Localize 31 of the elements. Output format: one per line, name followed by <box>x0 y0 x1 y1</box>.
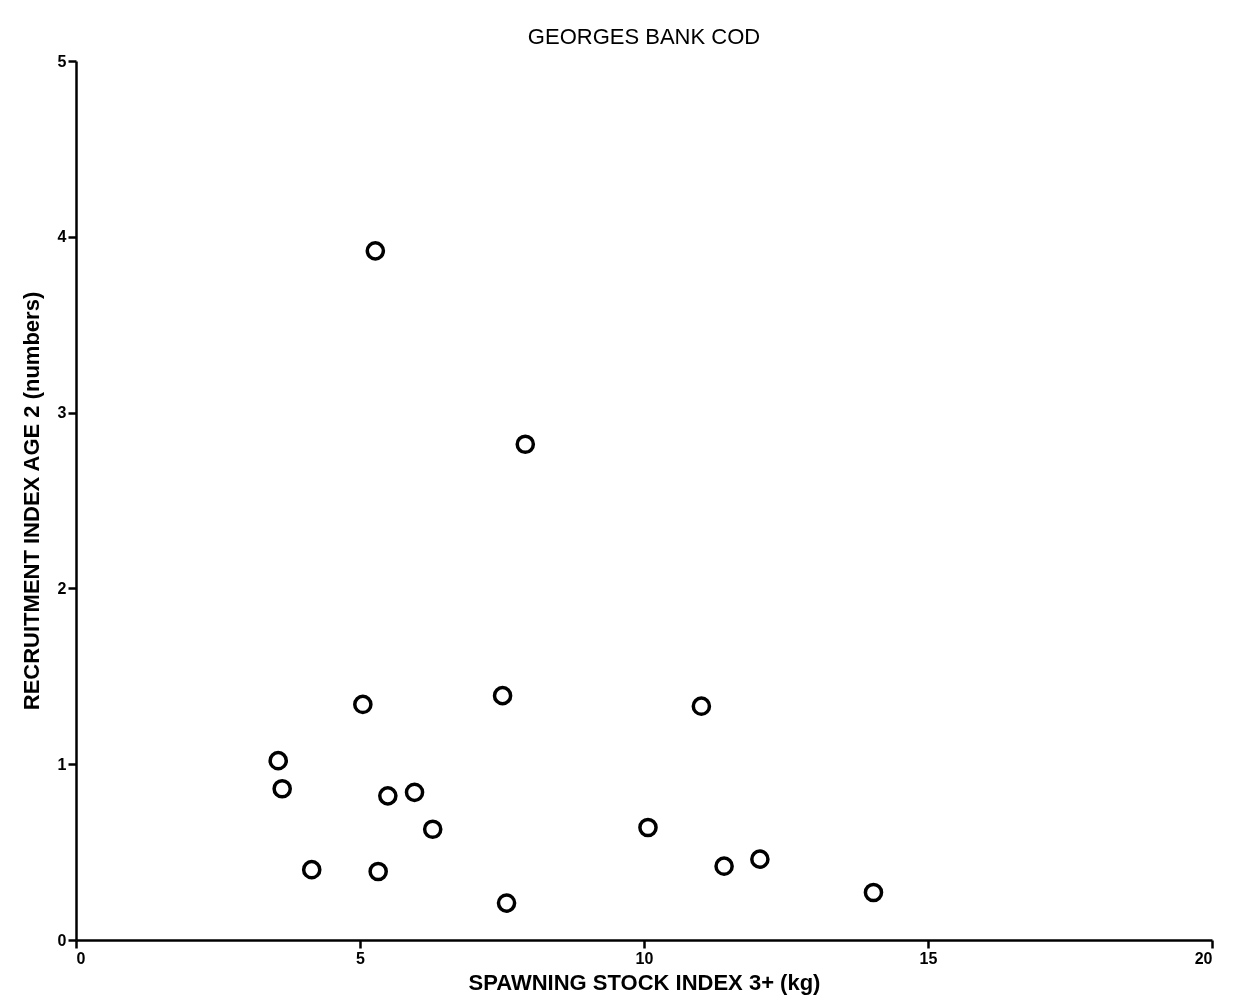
point <box>496 893 517 913</box>
point <box>368 861 388 882</box>
point <box>365 241 386 261</box>
point <box>268 750 289 771</box>
x-tick-label: 10 <box>635 949 654 967</box>
y-tick-label: 3 <box>57 404 67 422</box>
x-axis-title: SPAWNING STOCK INDEX 3+ (kg) <box>468 969 821 995</box>
x-tick-label: 0 <box>76 949 86 967</box>
point <box>515 434 536 455</box>
chart-title: GEORGES BANK COD <box>527 24 761 49</box>
point <box>422 819 443 840</box>
point <box>272 779 292 799</box>
point <box>353 694 373 715</box>
point <box>301 859 322 880</box>
y-tick-label: 4 <box>57 228 67 246</box>
point <box>691 696 712 716</box>
point <box>378 786 398 806</box>
y-axis-title: RECRUITMENT INDEX AGE 2 (numbers) <box>18 291 44 711</box>
x-tick-label: 15 <box>919 949 938 967</box>
y-tick-label: 2 <box>57 579 67 597</box>
point <box>638 817 658 838</box>
point <box>404 782 425 803</box>
point <box>492 685 513 706</box>
y-tick-label: 5 <box>57 52 67 70</box>
y-tick-label: 0 <box>57 931 67 949</box>
y-tick-label: 1 <box>57 755 67 773</box>
point <box>714 856 734 876</box>
x-tick-label: 20 <box>1194 949 1213 967</box>
point <box>863 882 884 903</box>
point <box>750 849 770 869</box>
x-tick-label: 5 <box>356 949 366 967</box>
